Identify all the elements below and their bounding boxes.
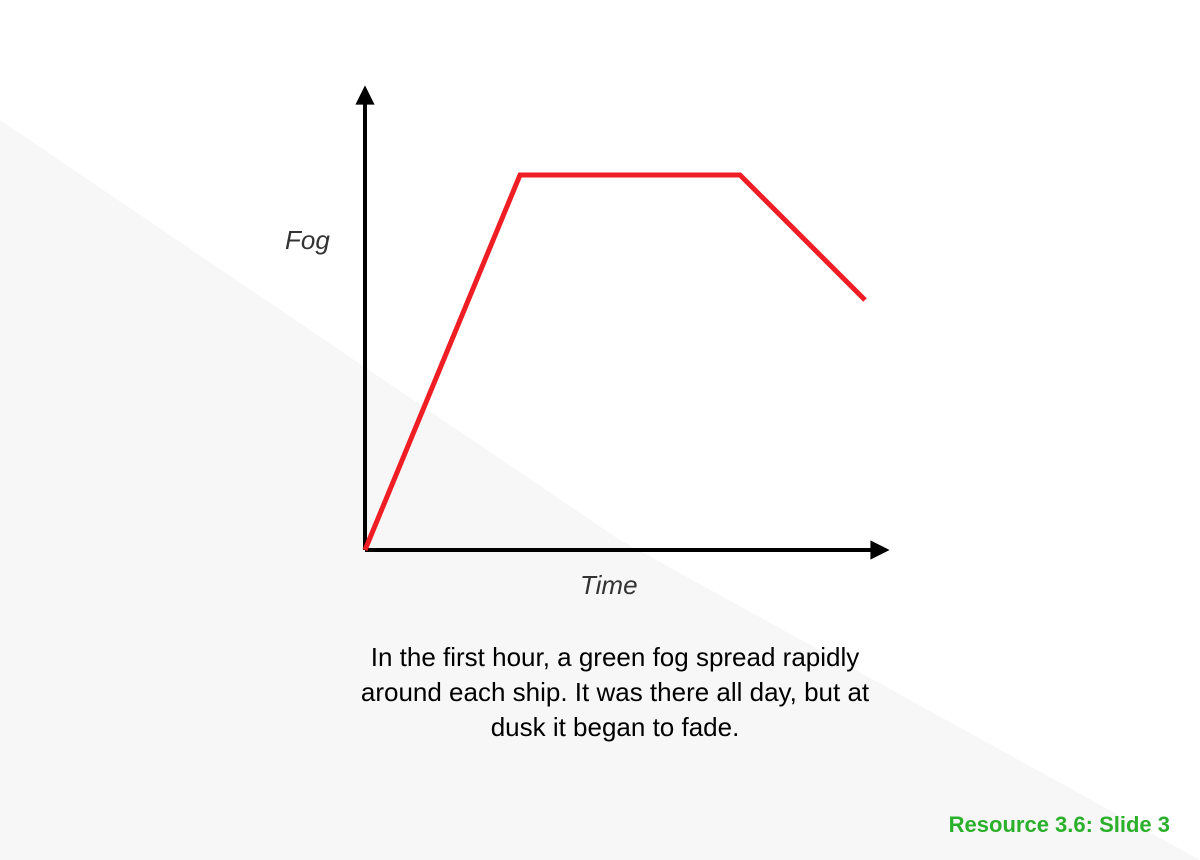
- x-axis-label: Time: [580, 570, 638, 601]
- resource-footer-label: Resource 3.6: Slide 3: [949, 812, 1170, 838]
- chart-caption: In the first hour, a green fog spread ra…: [355, 640, 875, 745]
- y-axis-label: Fog: [285, 225, 330, 256]
- chart-line: [365, 175, 865, 550]
- axes: [355, 85, 889, 559]
